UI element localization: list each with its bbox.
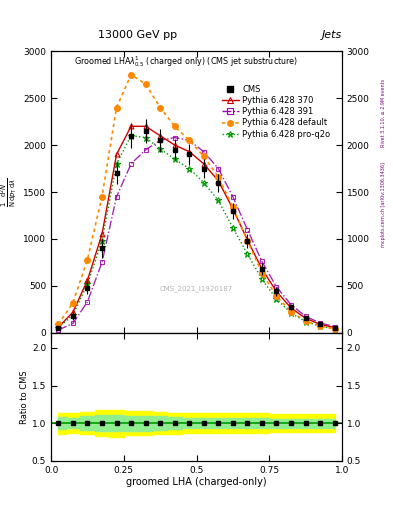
Text: Jets: Jets	[321, 30, 342, 40]
Legend: CMS, Pythia 6.428 370, Pythia 6.428 391, Pythia 6.428 default, Pythia 6.428 pro-: CMS, Pythia 6.428 370, Pythia 6.428 391,…	[220, 83, 332, 140]
Text: Groomed LHA$\lambda^{1}_{0.5}$ (charged only) (CMS jet substructure): Groomed LHA$\lambda^{1}_{0.5}$ (charged …	[74, 54, 299, 69]
Y-axis label: Ratio to CMS: Ratio to CMS	[20, 370, 29, 423]
Text: Rivet 3.1.10, ≥ 2.9M events: Rivet 3.1.10, ≥ 2.9M events	[381, 78, 386, 147]
X-axis label: groomed LHA (charged-only): groomed LHA (charged-only)	[126, 477, 267, 487]
Text: CMS_2021_I1920187: CMS_2021_I1920187	[160, 286, 233, 292]
Y-axis label: $\frac{1}{\mathrm{N}}\frac{\mathrm{d}^{2}N}{\mathrm{d}p_{\mathrm{T}}\,\mathrm{d}: $\frac{1}{\mathrm{N}}\frac{\mathrm{d}^{2…	[0, 177, 19, 207]
Text: mcplots.cern.ch [arXiv:1306.3436]: mcplots.cern.ch [arXiv:1306.3436]	[381, 162, 386, 247]
Text: 13000 GeV pp: 13000 GeV pp	[98, 30, 177, 40]
